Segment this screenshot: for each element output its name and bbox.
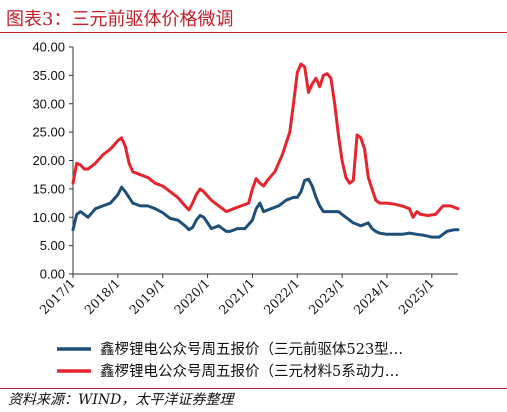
chart-legend: 鑫椤锂电公众号周五报价（三元前驱体523型… 鑫椤锂电公众号周五报价（三元材料5系… [57,340,403,380]
y-tick-label: 5.00 [40,238,65,253]
chart-title: 图表3：三元前驱体价格微调 [6,9,234,30]
series-line-cathode-5-series [71,62,460,219]
x-tick-label: 2023/1 [306,276,348,318]
x-tick-label: 2024/1 [350,276,392,318]
x-tick-label: 2017/1 [36,276,78,318]
x-tick-label: 2019/1 [126,276,168,318]
y-tick-label: 20.00 [32,153,65,168]
x-tick-label: 2020/1 [171,276,213,318]
x-tick-label: 2021/1 [216,276,258,318]
x-tick-label: 2025/1 [395,276,437,318]
y-tick-label: 30.00 [32,96,65,111]
series-layer [71,62,460,239]
y-tick-label: 40.00 [32,40,65,55]
source-note: 资料来源：WIND，太平洋证券整理 [8,392,234,408]
y-tick-label: 35.00 [32,68,65,83]
y-tick-label: 10.00 [32,210,65,225]
legend-label: 鑫椤锂电公众号周五报价（三元前驱体523型… [100,340,403,358]
y-tick-label: 15.00 [32,181,65,196]
price-line-chart: 0.00 5.00 10.00 15.00 20.00 25.00 30.00 35.00 40… [32,40,460,380]
title-divider [0,32,507,33]
y-tick-label: 25.00 [32,125,65,140]
footer-divider [0,388,507,389]
y-tick-label: 0.00 [40,267,65,282]
x-tick-label: 2018/1 [81,276,123,318]
legend-label: 鑫椤锂电公众号周五报价（三元材料5系动力… [100,362,399,380]
chart-axes: 0.00 5.00 10.00 15.00 20.00 25.00 30.00 35.00 40… [32,40,458,318]
x-tick-label: 2022/1 [261,276,303,318]
series-line-precursor-523 [71,177,460,239]
